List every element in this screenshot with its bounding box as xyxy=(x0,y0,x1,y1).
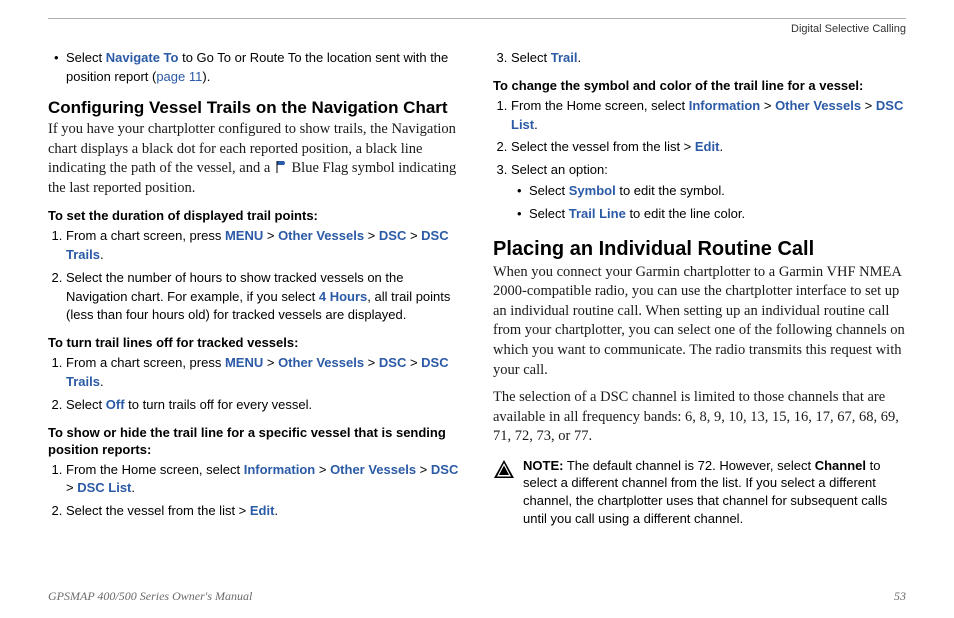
keyword-dsc-list: DSC List xyxy=(77,480,131,495)
step: Select the number of hours to show track… xyxy=(66,269,461,326)
top-rule xyxy=(48,18,906,19)
step: From the Home screen, select Information… xyxy=(511,97,906,135)
continuation-bullets: Select Navigate To to Go To or Route To … xyxy=(48,49,461,87)
keyword-other-vessels: Other Vessels xyxy=(278,355,364,370)
step: From a chart screen, press MENU > Other … xyxy=(66,227,461,265)
steps-trailoff: From a chart screen, press MENU > Other … xyxy=(48,354,461,415)
page-footer: GPSMAP 400/500 Series Owner's Manual 53 xyxy=(48,589,906,604)
keyword-4hours: 4 Hours xyxy=(319,289,367,304)
step: Select the vessel from the list > Edit. xyxy=(66,502,461,521)
keyword-dsc: DSC xyxy=(379,355,406,370)
page-link[interactable]: page 11 xyxy=(156,69,202,84)
keyword-menu: MENU xyxy=(225,355,263,370)
step: Select Trail. xyxy=(511,49,906,68)
keyword-dsc: DSC xyxy=(431,462,458,477)
text: Select the vessel from the list > xyxy=(66,503,250,518)
step: Select Off to turn trails off for every … xyxy=(66,396,461,415)
keyword-information: Information xyxy=(689,98,761,113)
section-header: Digital Selective Calling xyxy=(48,23,906,35)
note-label: NOTE: xyxy=(523,458,563,473)
text: From a chart screen, press xyxy=(66,355,225,370)
keyword-other-vessels: Other Vessels xyxy=(278,228,364,243)
keyword-symbol: Symbol xyxy=(569,183,616,198)
text: Select xyxy=(529,183,569,198)
text: Select xyxy=(66,50,106,65)
note-text: NOTE: The default channel is 72. However… xyxy=(523,457,906,527)
note-block: NOTE: The default channel is 72. However… xyxy=(493,457,906,527)
text: ). xyxy=(202,69,210,84)
keyword-menu: MENU xyxy=(225,228,263,243)
text: to turn trails off for every vessel. xyxy=(125,397,313,412)
heading-placing-call: Placing an Individual Routine Call xyxy=(493,238,906,261)
text: The default channel is 72. However, sele… xyxy=(563,458,814,473)
steps-showhide-cont: Select Trail. xyxy=(493,49,906,68)
content-columns: Select Navigate To to Go To or Route To … xyxy=(48,49,906,527)
text: Select an option: xyxy=(511,162,608,177)
instr-head-trailoff: To turn trail lines off for tracked vess… xyxy=(48,335,461,352)
keyword-trail-line: Trail Line xyxy=(569,206,626,221)
footer-manual-title: GPSMAP 400/500 Series Owner's Manual xyxy=(48,589,252,604)
keyword-edit: Edit xyxy=(695,139,720,154)
text: From a chart screen, press xyxy=(66,228,225,243)
text: Select the vessel from the list > xyxy=(511,139,695,154)
instr-head-duration: To set the duration of displayed trail p… xyxy=(48,208,461,225)
steps-duration: From a chart screen, press MENU > Other … xyxy=(48,227,461,325)
keyword-other-vessels: Other Vessels xyxy=(775,98,861,113)
heading-config-trails: Configuring Vessel Trails on the Navigat… xyxy=(48,97,461,118)
bullet-navigate-to: Select Navigate To to Go To or Route To … xyxy=(66,49,461,87)
placing-p2: The selection of a DSC channel is limite… xyxy=(493,388,906,447)
steps-showhide: From the Home screen, select Information… xyxy=(48,461,461,522)
keyword-dsc: DSC xyxy=(379,228,406,243)
text: Select xyxy=(511,50,551,65)
bullet-symbol: Select Symbol to edit the symbol. xyxy=(529,182,906,201)
text: to edit the line color. xyxy=(626,206,745,221)
left-column: Select Navigate To to Go To or Route To … xyxy=(48,49,461,527)
bullet-trail-line: Select Trail Line to edit the line color… xyxy=(529,205,906,224)
blue-flag-icon xyxy=(274,160,288,174)
keyword-channel: Channel xyxy=(815,458,866,473)
footer-page-number: 53 xyxy=(894,589,906,604)
keyword-trail: Trail xyxy=(551,50,578,65)
step: From the Home screen, select Information… xyxy=(66,461,461,499)
keyword-off: Off xyxy=(106,397,125,412)
step: Select the vessel from the list > Edit. xyxy=(511,138,906,157)
text: Select xyxy=(66,397,106,412)
step: Select an option: Select Symbol to edit … xyxy=(511,161,906,224)
text: From the Home screen, select xyxy=(66,462,244,477)
keyword-information: Information xyxy=(244,462,316,477)
text: Select xyxy=(529,206,569,221)
placing-p1: When you connect your Garmin chartplotte… xyxy=(493,263,906,380)
option-bullets: Select Symbol to edit the symbol. Select… xyxy=(511,182,906,224)
instr-head-showhide: To show or hide the trail line for a spe… xyxy=(48,425,461,459)
instr-head-symbolcolor: To change the symbol and color of the tr… xyxy=(493,78,906,95)
text: From the Home screen, select xyxy=(511,98,689,113)
text: to edit the symbol. xyxy=(616,183,725,198)
steps-symbolcolor: From the Home screen, select Information… xyxy=(493,97,906,224)
keyword-navigate-to: Navigate To xyxy=(106,50,179,65)
note-icon xyxy=(493,459,515,481)
config-description: If you have your chartplotter configured… xyxy=(48,120,461,198)
keyword-other-vessels: Other Vessels xyxy=(330,462,416,477)
keyword-edit: Edit xyxy=(250,503,275,518)
step: From a chart screen, press MENU > Other … xyxy=(66,354,461,392)
right-column: Select Trail. To change the symbol and c… xyxy=(493,49,906,527)
